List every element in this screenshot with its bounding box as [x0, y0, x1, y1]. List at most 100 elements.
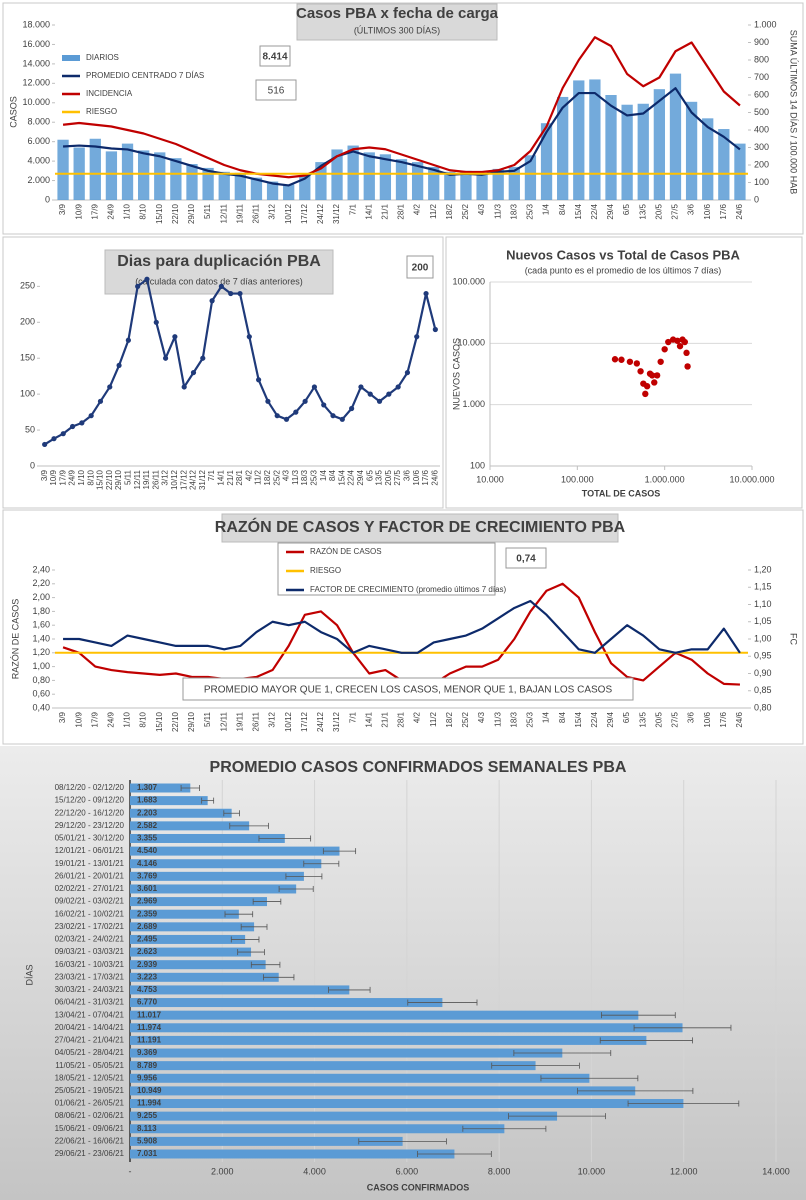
marker [349, 405, 355, 412]
point [611, 356, 619, 363]
value-label: 2.495 [137, 935, 158, 944]
bar [718, 129, 730, 200]
value-label: 2.582 [137, 821, 158, 830]
category-label: 11/05/21 - 05/05/21 [55, 1061, 124, 1070]
bar [130, 1048, 563, 1058]
x-tick-label: 21/1 [380, 203, 389, 219]
x-tick-label: 10/9 [49, 469, 58, 485]
value-label: 2.969 [137, 897, 158, 906]
bar [250, 177, 263, 200]
x-tick-label: 28/1 [397, 711, 406, 727]
x-tick-label: 3/9 [58, 203, 67, 215]
bar [299, 175, 311, 200]
y2-tick-label: 0 [754, 194, 759, 204]
bar [476, 172, 488, 200]
marker [330, 413, 336, 419]
x-tick-label: 3/9 [58, 711, 67, 723]
x-tick-label: 10/12 [170, 469, 179, 490]
bar [130, 859, 322, 869]
y-tick-label: 4.000 [27, 155, 50, 165]
y-tick-label: 1,20 [32, 647, 50, 657]
x-tick-label: 17/6 [719, 203, 728, 219]
category-label: 25/05/21 - 19/05/21 [55, 1086, 125, 1095]
x-tick-label: 11/3 [493, 203, 502, 219]
legend-label: PROMEDIO CENTRADO 7 DÍAS [86, 71, 204, 80]
marker [79, 420, 85, 426]
category-label: 06/04/21 - 31/03/21 [55, 998, 125, 1007]
bar [130, 871, 304, 881]
x-tick-label: 15/10 [96, 469, 105, 490]
marker [386, 391, 392, 397]
x-tick-label: 22/4 [590, 711, 599, 727]
value-label: 3.223 [137, 972, 158, 981]
bar [89, 138, 101, 200]
point [653, 372, 661, 379]
y-tick-label: 12.000 [22, 78, 50, 88]
value-label: 11.017 [137, 1010, 162, 1019]
x-tick-label: 8.000 [488, 1166, 511, 1176]
category-label: 08/12/20 - 02/12/20 [55, 783, 125, 792]
marker [395, 384, 401, 390]
marker [144, 276, 150, 282]
y-tick-label: 1,40 [32, 633, 50, 643]
x-axis-label: TOTAL DE CASOS [582, 488, 661, 498]
x-tick-label: 31/12 [332, 203, 341, 224]
marker [190, 369, 197, 376]
bar [130, 998, 443, 1008]
bar [734, 143, 746, 200]
x-tick-label: 7/1 [348, 203, 357, 215]
marker [414, 334, 420, 340]
marker [358, 384, 364, 390]
y-tick-label: 6.000 [27, 136, 50, 146]
legend-label: RIESGO [86, 107, 117, 116]
category-label: 13/04/21 - 07/04/21 [55, 1010, 125, 1019]
x-tick-label: 4/3 [282, 469, 291, 481]
x-tick-label: 22/10 [105, 469, 114, 490]
x-tick-label: 12/11 [133, 469, 142, 489]
bar [508, 166, 520, 200]
x-tick-label: 25/3 [526, 711, 535, 727]
marker [125, 337, 131, 343]
bar [540, 123, 553, 200]
y2-tick-label: 800 [754, 54, 769, 64]
y2-tick-label: 900 [754, 37, 769, 47]
x-tick-label: 11/3 [493, 711, 502, 727]
bar [702, 118, 714, 200]
x-axis-label: CASOS CONFIRMADOS [367, 1182, 470, 1192]
annotation: 200 [412, 263, 429, 274]
value-label: 11.994 [137, 1099, 162, 1108]
value-label: 2.203 [137, 808, 158, 817]
x-tick-label: 20/5 [654, 203, 663, 219]
category-label: 26/01/21 - 20/01/21 [55, 871, 125, 880]
bar [130, 796, 208, 806]
marker [237, 290, 243, 297]
y2-tick-label: 0,95 [754, 651, 772, 661]
y2-tick-label: 400 [754, 124, 769, 134]
bar [524, 155, 537, 200]
marker [172, 334, 178, 340]
x-tick-label: 22/4 [347, 469, 356, 485]
category-label: 18/05/21 - 12/05/21 [55, 1073, 125, 1082]
marker [228, 290, 234, 297]
bar [130, 833, 285, 843]
marker [293, 409, 299, 415]
annotation: 0,74 [516, 554, 536, 565]
x-tick-label: 7/1 [207, 469, 216, 481]
x-tick-label: 12/11 [219, 203, 228, 223]
x-tick-label: 25/3 [310, 469, 319, 485]
y-tick-label: 10.000 [22, 97, 50, 107]
x-tick-label: 14/1 [364, 711, 373, 727]
x-tick-label: 8/10 [139, 203, 148, 219]
x-tick-label: 3/12 [268, 203, 277, 219]
y2-tick-label: 100 [754, 177, 769, 187]
marker [302, 398, 308, 404]
y-tick-label: 1.000 [462, 399, 485, 409]
y2-tick-label: 1.000 [754, 19, 777, 29]
point [684, 363, 691, 370]
y-tick-label: 0 [45, 194, 50, 204]
x-tick-label: 22/10 [171, 203, 180, 224]
y-tick-label: 250 [20, 281, 35, 291]
annotation: PROMEDIO MAYOR QUE 1, CRECEN LOS CASOS, … [204, 685, 613, 696]
y-tick-label: 2,40 [32, 564, 50, 574]
